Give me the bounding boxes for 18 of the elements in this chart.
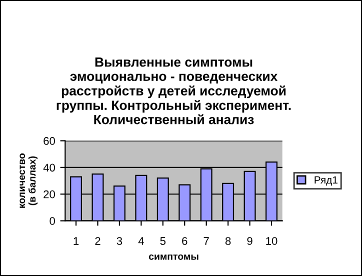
x-tick-label: 7	[204, 237, 209, 245]
y-tick-label: 60	[44, 137, 56, 145]
y-axis-title: количество (в баллах)	[20, 153, 38, 208]
x-tick-label: 8	[225, 237, 231, 245]
y-tick-label: 40	[43, 164, 56, 172]
y-tick-label: 20	[44, 190, 56, 198]
x-axis-title: симптомы	[148, 254, 198, 260]
x-tick-label: 6	[182, 237, 188, 245]
y-tick-label: 0	[50, 217, 56, 225]
x-tick-label: 1	[74, 237, 79, 245]
legend-label: Ряд1	[314, 176, 338, 186]
x-tick-label: 5	[160, 237, 166, 245]
x-tick-label: 10	[266, 237, 278, 245]
x-tick-label: 3	[116, 237, 122, 245]
x-tick-label: 2	[95, 237, 100, 245]
chart-title: Выявленные симптомы эмоционально - поведенческих расстройств у детей исследуемой группы. Контрольный эксперимент. Количественный анализ	[56, 58, 291, 124]
x-tick-label: 4	[138, 237, 144, 245]
x-tick-label: 9	[247, 237, 252, 245]
